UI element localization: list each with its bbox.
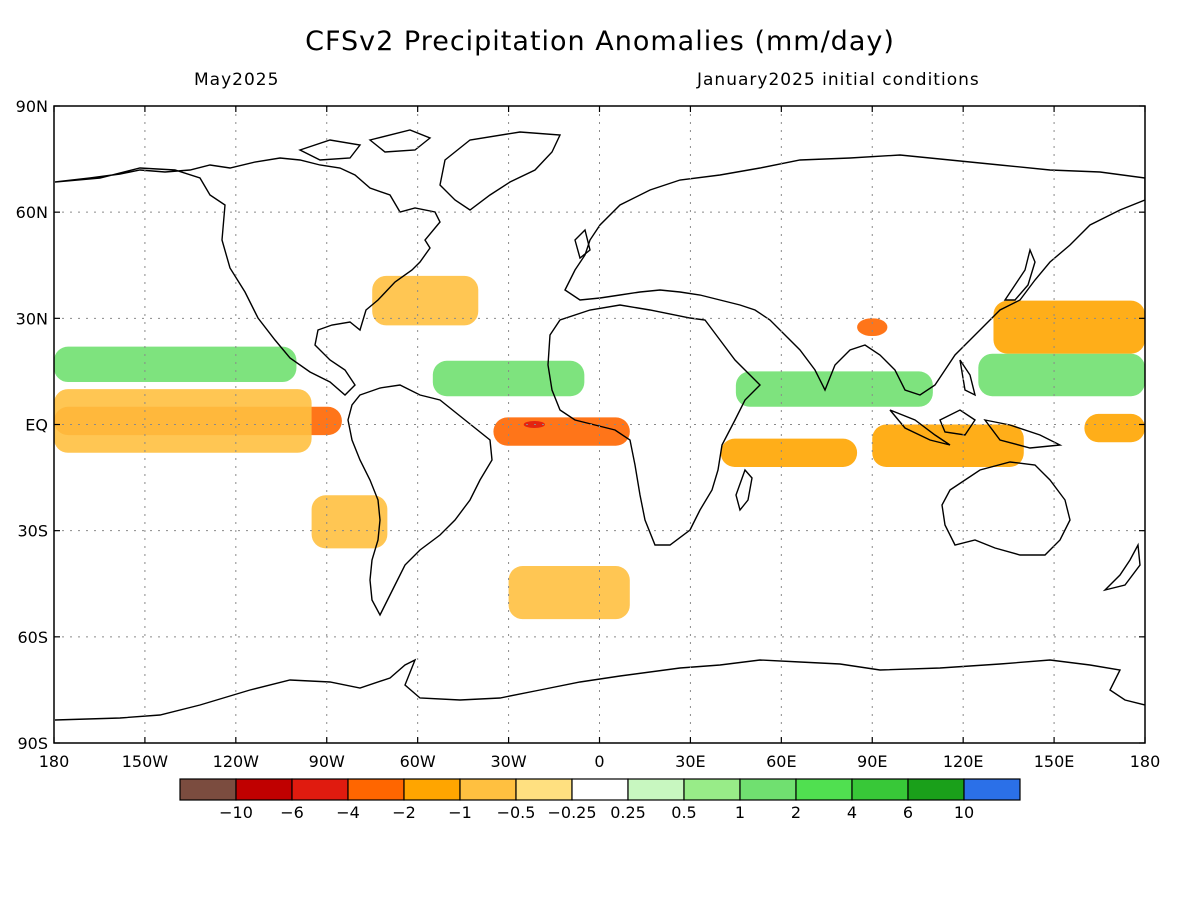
lat-tick-label: 90N (16, 97, 48, 116)
colorbar-label: −6 (280, 803, 304, 822)
africa-coast (547, 304, 761, 546)
eurasia-coast (564, 154, 1145, 396)
australia-coast (941, 461, 1071, 556)
graticule (54, 106, 1145, 743)
lat-tick-label: 60N (16, 203, 48, 222)
colorbar-label: 0.5 (671, 803, 696, 822)
lon-tick-label: 0 (594, 752, 604, 771)
initial-conditions-label: January2025 initial conditions (697, 70, 980, 90)
colorbar: −10 −6 −4 −2 −1 −0.5 −0.25 0.25 0.5 1 2 4 6 10 (179, 778, 1021, 822)
colorbar-swatch (963, 778, 1021, 801)
lon-tick-label: 120E (943, 752, 984, 771)
lon-tick-label: 120W (213, 752, 260, 771)
lat-tick-label: 60S (17, 628, 48, 647)
lon-tick-label: 150W (122, 752, 169, 771)
colorbar-label: 4 (847, 803, 857, 822)
anomaly-region (978, 353, 1145, 397)
lat-tick-label: 30N (16, 309, 48, 328)
lat-tick-label: EQ (25, 416, 48, 435)
lon-tick-label: 30W (490, 752, 526, 771)
antarctica-coast (54, 658, 1145, 721)
colorbar-label: −2 (392, 803, 416, 822)
anomaly-region (1084, 413, 1145, 443)
anomaly-region (54, 346, 297, 383)
colorbar-swatch (683, 778, 741, 801)
colorbar-label: −0.5 (497, 803, 536, 822)
colorbar-swatch (291, 778, 349, 801)
map-title: CFSv2 Precipitation Anomalies (mm/day) (305, 26, 895, 57)
lon-tick-label: 90E (857, 752, 887, 771)
south-america-coast (347, 384, 493, 617)
colorbar-swatch (907, 778, 965, 801)
lat-tick-label: 30S (17, 522, 48, 541)
anomaly-region (720, 438, 858, 467)
colorbar-swatch (851, 778, 909, 801)
anomaly-region (508, 566, 630, 620)
colorbar-label: −4 (336, 803, 360, 822)
colorbar-swatch (347, 778, 405, 801)
colorbar-label: 0.25 (610, 803, 646, 822)
colorbar-label: 2 (791, 803, 801, 822)
colorbar-label: −10 (219, 803, 253, 822)
colorbar-swatch (235, 778, 293, 801)
colorbar-swatch (515, 778, 573, 801)
anomaly-field (54, 275, 1145, 620)
colorbar-swatch (795, 778, 853, 801)
lon-tick-label: 60W (400, 752, 436, 771)
colorbar-label: 1 (735, 803, 745, 822)
colorbar-swatch (403, 778, 461, 801)
forecast-month-label: May2025 (194, 70, 280, 90)
anomaly-region (311, 495, 388, 549)
anomaly-region (993, 300, 1145, 354)
lon-tick-label: 90W (309, 752, 345, 771)
lon-tick-label: 60E (766, 752, 796, 771)
colorbar-label: 10 (954, 803, 974, 822)
anomaly-region (872, 424, 1024, 467)
north-america-coast (54, 157, 441, 396)
lon-tick-label: 150E (1034, 752, 1075, 771)
anomaly-region (493, 417, 630, 446)
colorbar-label: −0.25 (547, 803, 596, 822)
colorbar-swatch (739, 778, 797, 801)
colorbar-label: −1 (448, 803, 472, 822)
lon-tick-label: 180 (39, 752, 70, 771)
anomaly-region (735, 371, 933, 407)
lon-tick-label: 180 (1130, 752, 1161, 771)
colorbar-swatch (627, 778, 685, 801)
lat-tick-label: 90S (17, 734, 48, 753)
anomaly-region (54, 389, 312, 453)
anomaly-region (372, 275, 479, 326)
colorbar-swatch (179, 778, 237, 801)
anomaly-region (857, 318, 888, 337)
colorbar-swatch (571, 778, 629, 801)
coastlines (54, 129, 1145, 721)
colorbar-swatch (459, 778, 517, 801)
madagascar-coast (735, 468, 753, 512)
colorbar-label: 6 (903, 803, 913, 822)
greenland-coast (439, 131, 562, 211)
lon-tick-label: 30E (675, 752, 705, 771)
